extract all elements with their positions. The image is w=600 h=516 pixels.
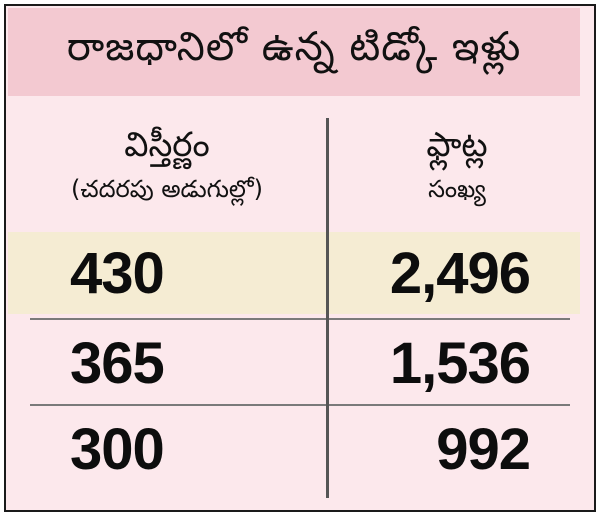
table-row: 300 992 bbox=[8, 408, 580, 490]
area-value: 300 bbox=[70, 416, 165, 482]
area-value: 430 bbox=[70, 240, 165, 306]
area-value: 365 bbox=[70, 330, 165, 396]
flats-value: 2,496 bbox=[389, 240, 531, 306]
column-divider bbox=[326, 118, 329, 498]
header-area-label: విస్తీర్ణం bbox=[124, 125, 210, 165]
row-divider bbox=[30, 318, 570, 320]
table-title: రాజధానిలో ఉన్న టిడ్కో ఇళ్లు bbox=[66, 24, 522, 70]
flats-value: 1,536 bbox=[389, 330, 531, 396]
flats-value: 992 bbox=[436, 416, 531, 482]
row-divider bbox=[30, 404, 570, 406]
header-flats-sublabel: సంఖ్య bbox=[428, 175, 486, 203]
title-bar: రాజధానిలో ఉన్న టిడ్కో ఇళ్లు bbox=[8, 8, 580, 96]
header-area-sublabel: (చదరపు అడుగుల్లో) bbox=[71, 175, 263, 203]
header-flats-label: ఫ్లాట్ల bbox=[426, 125, 488, 165]
header-area: విస్తీర్ణం (చదరపు అడుగుల్లో) bbox=[8, 104, 326, 226]
table-row: 365 1,536 bbox=[8, 322, 580, 404]
table-row: 430 2,496 bbox=[8, 232, 580, 314]
header-row: విస్తీర్ణం (చదరపు అడుగుల్లో) ఫ్లాట్ల సంఖ… bbox=[8, 104, 580, 226]
header-flats: ఫ్లాట్ల సంఖ్య bbox=[334, 104, 580, 226]
